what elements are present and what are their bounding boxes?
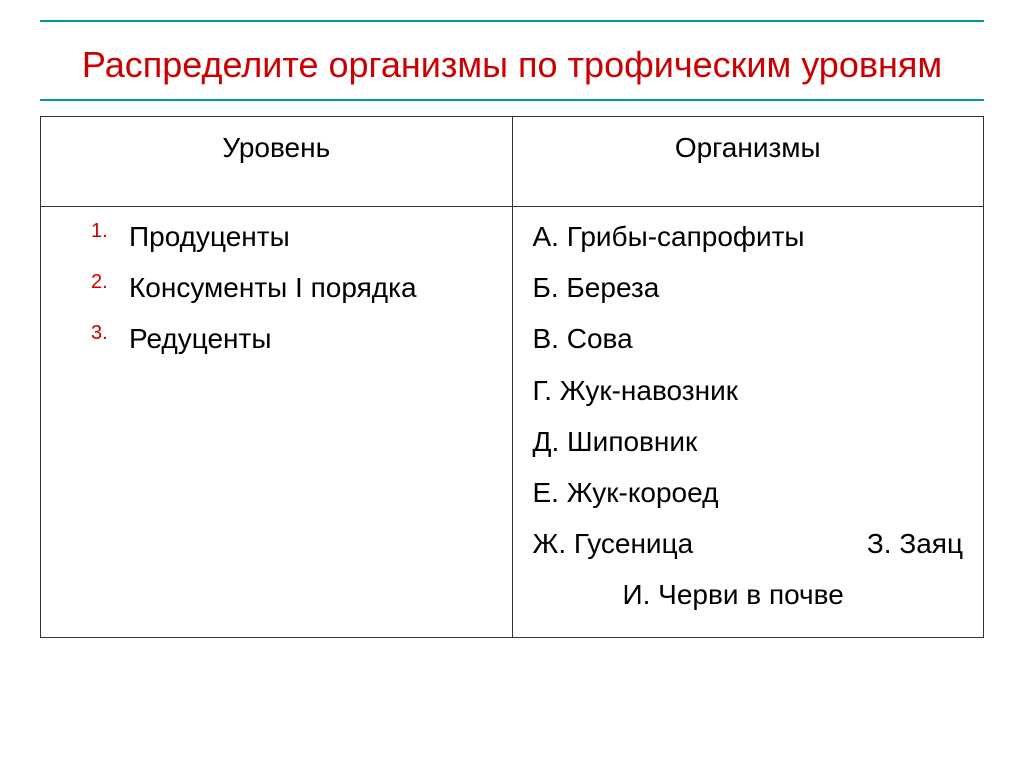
organism-item-i: И. Черви в почве	[533, 575, 964, 614]
header-level: Уровень	[41, 117, 513, 207]
classification-table: Уровень Организмы Продуценты Консументы …	[40, 116, 984, 638]
organisms-list: А. Грибы-сапрофиты Б. Береза В. Сова Г. …	[533, 217, 964, 615]
level-item-producers: Продуценты	[91, 217, 492, 256]
table-header-row: Уровень Организмы	[41, 117, 984, 207]
header-organisms: Организмы	[512, 117, 984, 207]
level-label: Консументы I порядка	[129, 272, 417, 303]
cell-levels: Продуценты Консументы I порядка Редуцент…	[41, 207, 513, 638]
organism-item-zh: Ж. Гусеница	[533, 524, 694, 563]
slide-top-border	[40, 20, 984, 22]
level-item-reducers: Редуценты	[91, 319, 492, 358]
organism-item-v: В. Сова	[533, 319, 964, 358]
level-label: Редуценты	[129, 323, 271, 354]
level-item-consumers: Консументы I порядка	[91, 268, 492, 307]
organism-item-g: Г. Жук-навозник	[533, 371, 964, 410]
title-underline	[40, 99, 984, 101]
organism-item-d: Д. Шиповник	[533, 422, 964, 461]
level-label: Продуценты	[129, 221, 290, 252]
organism-item-z: З. Заяц	[867, 524, 963, 563]
organism-item-b: Б. Береза	[533, 268, 964, 307]
cell-organisms: А. Грибы-сапрофиты Б. Береза В. Сова Г. …	[512, 207, 984, 638]
slide-title: Распределите организмы по трофическим ур…	[40, 42, 984, 87]
organism-item-e: Е. Жук-короед	[533, 473, 964, 512]
organism-row-zh-z: Ж. Гусеница З. Заяц	[533, 524, 964, 563]
levels-list: Продуценты Консументы I порядка Редуцент…	[61, 217, 492, 359]
table-body-row: Продуценты Консументы I порядка Редуцент…	[41, 207, 984, 638]
organism-item-a: А. Грибы-сапрофиты	[533, 217, 964, 256]
